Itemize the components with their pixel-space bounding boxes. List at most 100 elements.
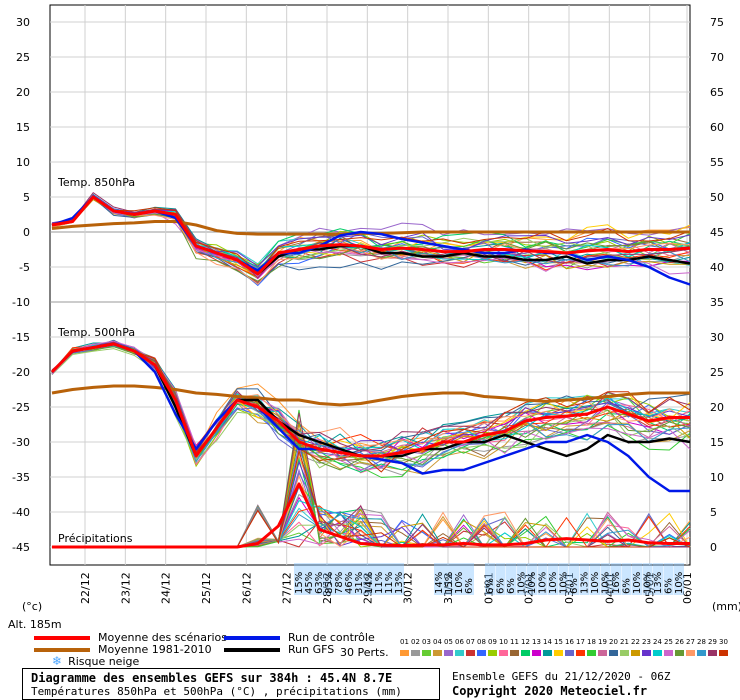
snow-risk-cell [364,563,374,595]
legend-item-climo: Moyenne 1981-2010 [34,643,212,656]
series-line-t850 [51,195,691,276]
pert-number: 29 [708,638,717,646]
pert-number: 07 [466,638,475,646]
x-tick-label: 02/01 [523,572,536,604]
label-precip: Précipitations [58,532,133,545]
snow-risk-cell [642,563,653,595]
pert-swatch [433,650,442,656]
pert-number: 14 [543,638,552,646]
x-tick-label: 30/12 [402,572,415,604]
snow-risk-cell [516,563,527,595]
y-tick-left: -10 [12,296,30,309]
series-lines [50,195,691,549]
pert-swatch [576,650,585,656]
series-line-t500 [51,342,690,493]
snow-risk-value: 16% [611,572,622,594]
pert-swatch [675,650,684,656]
pert-swatch [444,650,453,656]
pert-line-t850 [51,197,691,282]
snow-risk-cell [454,563,464,595]
snow-risk-cell [344,563,354,595]
pert-swatch [631,650,640,656]
snow-risk-value: 14% [364,572,375,594]
y-tick-right: 15 [710,436,724,449]
y-tick-right: 75 [710,16,724,29]
pert-swatch [488,650,497,656]
snow-risk-cell [590,563,600,595]
snow-risk-value: 10% [527,572,538,594]
pert-swatch [411,650,420,656]
pert-number: 26 [675,638,684,646]
snow-risk-value: 6% [496,578,507,594]
run-info: Ensemble GEFS du 21/12/2020 - 06Z [452,670,671,683]
snow-risk-cell [621,563,632,595]
x-tick-label: 25/12 [200,572,213,604]
snow-risk-cell [334,563,344,595]
x-tick-label: 01/01 [482,572,495,604]
pert-number: 19 [598,638,607,646]
perts-label: 30 Perts. [340,646,389,659]
pert-number: 30 [719,638,728,646]
snow-risk-cell [354,563,364,595]
snow-risk-value: 10% [632,572,643,594]
pert-swatch [609,650,618,656]
y-tick-left: -40 [12,506,30,519]
x-tick-label: 22/12 [79,572,92,604]
snow-risk-value: 78% [334,572,345,594]
pert-number: 27 [686,638,695,646]
x-tick-label: 29/12 [361,572,374,604]
pert-swatch [587,650,596,656]
snow-risk-value: 14% [434,572,445,594]
legend-item-mean: Moyenne des scénarios [34,631,227,644]
y-tick-right: 50 [710,191,724,204]
pert-number: 06 [455,638,464,646]
snow-risk-cell [495,563,506,595]
legend-swatch-mean [34,636,90,640]
pert-swatch [708,650,717,656]
snow-risk-value: 10% [643,572,654,594]
snow-risk-value: 6% [664,578,675,594]
legend-item-gfs: Run GFS [224,643,334,656]
copyright: Copyright 2020 Meteociel.fr [452,684,648,698]
snow-risk-cell [558,563,569,595]
snow-risk-cell [304,563,314,595]
snow-risk-cell [444,563,454,595]
y-tick-left: 5 [23,191,30,204]
pert-number: 09 [488,638,497,646]
pert-swatch [697,650,706,656]
x-tick-label: 28/12 [321,572,334,604]
grid [50,5,690,565]
pert-number: 04 [433,638,442,646]
snow-risk-cell [324,563,334,595]
pert-number: 08 [477,638,486,646]
pert-swatch [543,650,552,656]
y-tick-left: -45 [12,541,30,554]
pert-number: 20 [609,638,618,646]
snow-risk-value: 46% [344,572,355,594]
snow-risk-value: 45% [304,572,315,594]
y-tick-left: -25 [12,401,30,414]
left-axis-unit: (°c) [22,600,42,613]
y-tick-left: 30 [16,16,30,29]
y-tick-right: 10 [710,471,724,484]
snow-risk-value: 11% [384,572,395,594]
snow-risk-cell [506,563,516,595]
pert-number: 05 [444,638,453,646]
pert-swatch [477,650,486,656]
y-tick-right: 45 [710,226,724,239]
snow-risk-value: 10% [559,572,570,594]
pert-number: 28 [697,638,706,646]
snow-risk-value: 10% [601,572,612,594]
pert-swatch [719,650,728,656]
x-tick-label: 03/01 [563,572,576,604]
footer-title-box: Diagramme des ensembles GEFS sur 384h : … [22,668,440,700]
legend-item-control: Run de contrôle [224,631,375,644]
snow-risk-cell [569,563,579,595]
pert-swatch [400,650,409,656]
snow-risk-cell [600,563,611,595]
series-line-precip [52,482,690,549]
snow-risk-value: 10% [548,572,559,594]
pert-swatch [422,650,431,656]
pert-number: 22 [631,638,640,646]
y-tick-left: 10 [16,156,30,169]
